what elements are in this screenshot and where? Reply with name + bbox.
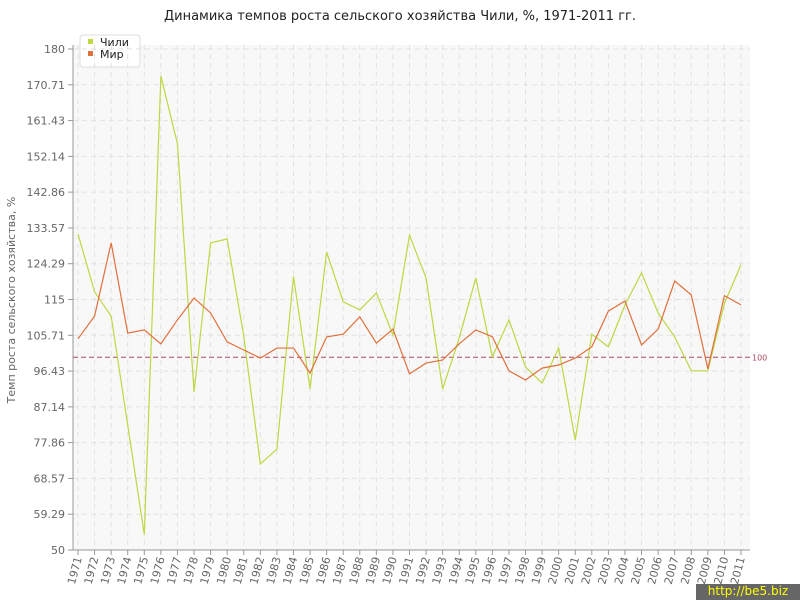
- watermark: http://be5.biz: [708, 584, 788, 598]
- y-axis-title: Темп роста сельского хозяйства, %: [5, 197, 18, 405]
- y-tick-label: 133.57: [27, 222, 66, 235]
- series-line: [77, 75, 742, 535]
- series-line: [77, 242, 742, 381]
- watermark-bg: [696, 584, 800, 600]
- legend-swatch: [88, 39, 93, 44]
- y-tick-label: 87.14: [34, 401, 66, 414]
- y-tick-label: 115: [44, 294, 65, 307]
- y-tick-label: 142.86: [27, 186, 66, 199]
- plot-area: [73, 45, 750, 550]
- y-tick-label: 124.29: [27, 258, 66, 271]
- y-tick-label: 59.29: [34, 508, 66, 521]
- y-tick-label: 68.57: [34, 472, 66, 485]
- y-tick-label: 50: [51, 544, 65, 557]
- y-tick-label: 152.14: [27, 150, 66, 163]
- reference-label: 100: [752, 353, 767, 362]
- chart-title: Динамика темпов роста сельского хозяйств…: [164, 9, 636, 24]
- legend-label: Чили: [100, 36, 129, 49]
- y-tick-label: 96.43: [34, 365, 66, 378]
- y-tick-label: 105.71: [27, 329, 66, 342]
- legend-label: Мир: [100, 48, 124, 61]
- x-tick-label: 2011: [728, 555, 748, 585]
- y-tick-label: 170.71: [27, 79, 66, 92]
- y-tick-label: 180: [44, 43, 65, 56]
- legend-swatch: [88, 51, 93, 56]
- y-tick-label: 77.86: [34, 437, 66, 450]
- y-tick-label: 161.43: [27, 115, 66, 128]
